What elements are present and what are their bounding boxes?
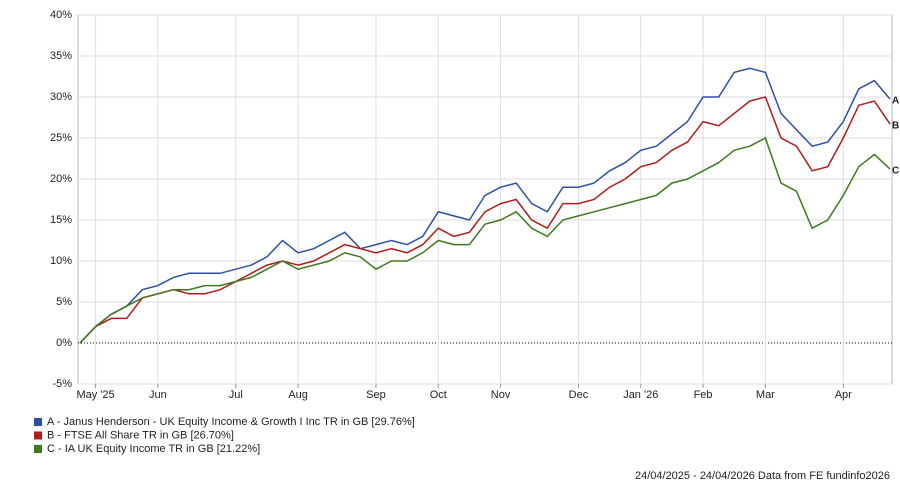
series-line — [79, 96, 891, 344]
x-tick-label: May '25 — [76, 389, 114, 401]
x-tick-label: Aug — [288, 389, 308, 401]
series-end-label: C — [892, 166, 899, 177]
series-line — [79, 67, 891, 344]
legend-swatch — [34, 445, 42, 453]
y-tick-label: 30% — [50, 91, 72, 103]
x-tick-label: Jan '26 — [623, 389, 658, 401]
legend-label: A - Janus Henderson - UK Equity Income &… — [47, 416, 415, 428]
y-tick-label: 25% — [50, 132, 72, 144]
x-tick-label: Mar — [756, 389, 775, 401]
series-end-label: A — [892, 96, 899, 107]
y-tick-label: 20% — [50, 173, 72, 185]
y-tick-label: 10% — [50, 255, 72, 267]
x-tick-label: Oct — [430, 389, 447, 401]
y-tick-label: -5% — [52, 378, 72, 390]
y-tick-label: 5% — [56, 296, 72, 308]
y-tick-label: 15% — [50, 214, 72, 226]
plot-frame — [77, 14, 893, 385]
x-tick-label: Apr — [835, 389, 852, 401]
y-tick-label: 40% — [50, 9, 72, 21]
y-tick-label: 35% — [50, 50, 72, 62]
x-tick-label: Feb — [694, 389, 713, 401]
legend-swatch — [34, 418, 42, 426]
series-line — [79, 136, 891, 344]
x-tick-label: Jul — [229, 389, 243, 401]
x-tick-label: Sep — [366, 389, 386, 401]
x-tick-label: Nov — [491, 389, 511, 401]
legend-label: B - FTSE All Share TR in GB [26.70%] — [47, 429, 234, 441]
x-tick-label: Jun — [149, 389, 167, 401]
x-tick-label: Dec — [569, 389, 589, 401]
footer: 24/04/2025 - 24/04/2026 Data from FE fun… — [635, 470, 890, 482]
y-tick-label: 0% — [56, 337, 72, 349]
series-end-label: B — [892, 121, 899, 132]
legend-label: C - IA UK Equity Income TR in GB [21.22%… — [47, 443, 260, 455]
legend-swatch — [34, 431, 42, 440]
